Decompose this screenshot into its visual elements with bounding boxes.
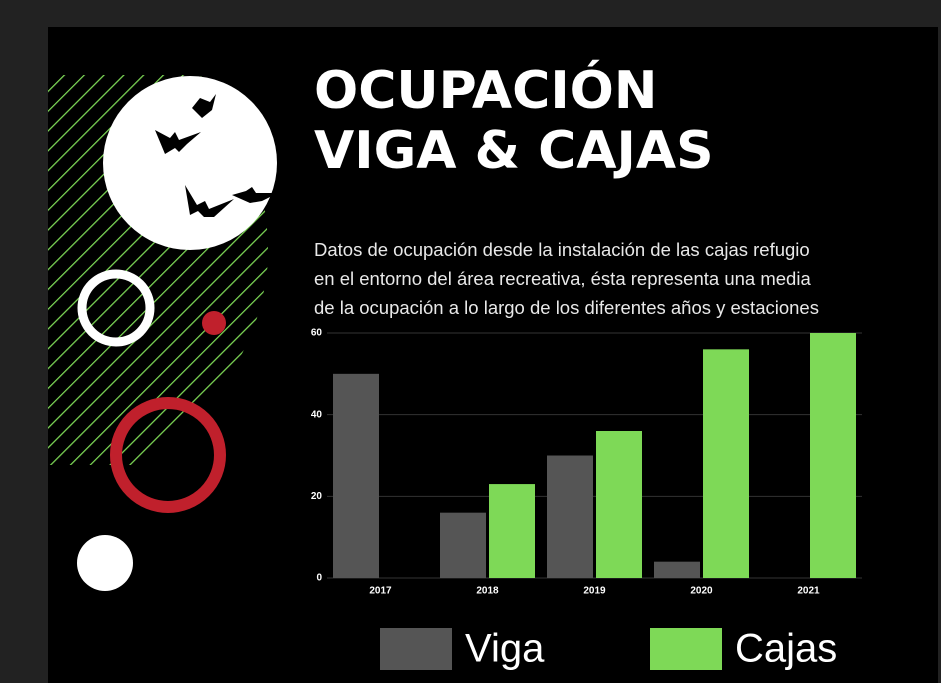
title-line: OCUPACIÓN xyxy=(314,59,657,121)
legend-label: Viga xyxy=(465,627,545,671)
moon xyxy=(103,76,277,250)
bar xyxy=(440,513,486,578)
bar xyxy=(596,431,642,578)
x-tick-label: 2020 xyxy=(690,586,713,597)
x-tick-label: 2021 xyxy=(797,586,820,597)
y-tick-label: 40 xyxy=(311,409,323,420)
y-tick-label: 0 xyxy=(316,573,322,584)
y-tick-label: 20 xyxy=(311,491,323,502)
subtitle-line: de la ocupación a lo largo de los difere… xyxy=(314,297,819,318)
bar xyxy=(547,456,593,579)
legend-label: Cajas xyxy=(735,627,837,671)
legend-swatch xyxy=(650,628,722,670)
title-line: VIGA & CAJAS xyxy=(314,121,714,181)
bar xyxy=(654,562,700,578)
x-tick-label: 2017 xyxy=(369,586,392,597)
dot-red xyxy=(202,311,226,335)
bar xyxy=(810,333,856,578)
y-tick-label: 60 xyxy=(311,328,323,339)
legend-swatch xyxy=(380,628,452,670)
infographic: OCUPACIÓN VIGA & CAJAS Datos de ocupació… xyxy=(0,0,941,683)
subtitle-line: Datos de ocupación desde la instalación … xyxy=(314,239,810,260)
x-tick-label: 2018 xyxy=(476,586,499,597)
bar xyxy=(333,374,379,578)
dot-white xyxy=(77,535,133,591)
x-tick-label: 2019 xyxy=(583,586,606,597)
bar xyxy=(489,484,535,578)
bar xyxy=(703,349,749,578)
page: {"chart_data": {"type": "bar", "title": … xyxy=(0,0,941,683)
subtitle-line: en el entorno del área recreativa, ésta … xyxy=(314,268,811,289)
